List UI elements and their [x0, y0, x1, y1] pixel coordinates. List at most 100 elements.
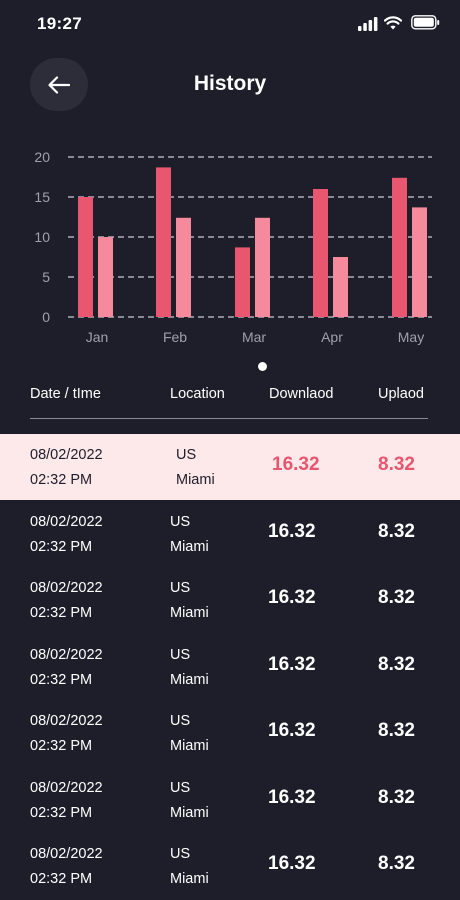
- row-datetime: 08/02/2022 02:32 PM: [30, 576, 103, 626]
- row-download: 16.32: [268, 853, 316, 874]
- y-tick-label: 5: [42, 269, 50, 285]
- row-location: US Miami: [170, 709, 209, 759]
- row-download: 16.32: [268, 587, 316, 608]
- x-tick-label: Mar: [242, 329, 266, 345]
- row-download: 16.32: [272, 454, 320, 475]
- row-time: 02:32 PM: [30, 871, 93, 887]
- row-datetime: 08/02/2022 02:32 PM: [30, 643, 103, 693]
- row-datetime: 08/02/2022 02:32 PM: [30, 842, 103, 892]
- table-row[interactable]: 08/02/2022 02:32 PM US Miami 16.32 8.32: [0, 434, 460, 500]
- table-row[interactable]: 08/02/2022 02:32 PM US Miami 16.32 8.32: [0, 833, 460, 899]
- row-city: Miami: [170, 605, 209, 621]
- row-country: US: [176, 447, 197, 463]
- row-location: US Miami: [176, 443, 215, 493]
- bar-series-1: [156, 167, 171, 317]
- row-upload: 8.32: [378, 454, 415, 475]
- row-location: US Miami: [170, 842, 209, 892]
- row-time: 02:32 PM: [30, 538, 93, 555]
- row-city: Miami: [176, 472, 215, 488]
- table-header: Date / tIme Location Downlaod Uplaod: [0, 386, 460, 406]
- status-time: 19:27: [37, 14, 82, 33]
- row-upload: 8.32: [378, 720, 415, 741]
- row-country: US: [170, 580, 191, 596]
- row-download: 16.32: [268, 720, 316, 741]
- table-row[interactable]: 08/02/2022 02:32 PM US Miami 16.32 8.32: [0, 767, 460, 833]
- x-tick-label: Feb: [163, 329, 187, 345]
- row-time: 02:32 PM: [30, 804, 93, 821]
- arrow-left-icon: [48, 75, 70, 94]
- row-city: Miami: [170, 804, 209, 821]
- y-tick-label: 15: [34, 189, 50, 205]
- row-upload: 8.32: [378, 587, 415, 608]
- row-country: US: [170, 846, 191, 862]
- row-country: US: [170, 713, 191, 729]
- table-row[interactable]: 08/02/2022 02:32 PM US Miami 16.32 8.32: [0, 501, 460, 567]
- row-city: Miami: [170, 538, 209, 555]
- table-row[interactable]: 08/02/2022 02:32 PM US Miami 16.32 8.32: [0, 634, 460, 700]
- battery-icon: [411, 15, 440, 30]
- row-location: US Miami: [170, 576, 209, 626]
- bar-series-2: [333, 257, 348, 317]
- row-location: US Miami: [170, 643, 209, 693]
- wifi-icon: [384, 16, 402, 30]
- row-city: Miami: [170, 871, 209, 887]
- header-download: Downlaod: [269, 386, 334, 402]
- row-upload: 8.32: [378, 853, 415, 874]
- row-datetime: 08/02/2022 02:32 PM: [30, 776, 103, 826]
- row-date: 08/02/2022: [30, 513, 103, 530]
- history-bar-chart: 0 5 10 15 20 Jan Feb Mar Apr May: [0, 140, 460, 355]
- row-download: 16.32: [268, 520, 316, 542]
- row-date: 08/02/2022: [30, 447, 103, 463]
- header: History: [0, 58, 460, 112]
- table-row[interactable]: 08/02/2022 02:32 PM US Miami 16.32 8.32: [0, 567, 460, 633]
- row-city: Miami: [170, 738, 209, 754]
- x-tick-label: Jan: [86, 329, 109, 345]
- row-location: US Miami: [170, 510, 209, 560]
- row-country: US: [170, 513, 191, 530]
- cellular-signal-icon: [358, 17, 378, 31]
- row-datetime: 08/02/2022 02:32 PM: [30, 443, 103, 493]
- status-bar: 19:27: [0, 0, 460, 50]
- row-time: 02:32 PM: [30, 605, 93, 621]
- row-datetime: 08/02/2022 02:32 PM: [30, 709, 103, 759]
- row-country: US: [170, 646, 191, 663]
- row-download: 16.32: [268, 653, 316, 675]
- x-tick-label: May: [398, 329, 424, 345]
- table-divider: [30, 418, 428, 419]
- page-title: History: [193, 72, 267, 95]
- row-upload: 8.32: [378, 653, 415, 675]
- row-date: 08/02/2022: [30, 846, 103, 862]
- row-city: Miami: [170, 671, 209, 688]
- y-tick-label: 10: [34, 229, 50, 245]
- table-row[interactable]: 08/02/2022 02:32 PM US Miami 16.32 8.32: [0, 700, 460, 766]
- bar-series-2: [98, 237, 113, 317]
- row-upload: 8.32: [378, 520, 415, 542]
- back-button[interactable]: [30, 58, 88, 111]
- row-date: 08/02/2022: [30, 580, 103, 596]
- pager-dot[interactable]: [258, 362, 267, 371]
- header-location: Location: [170, 386, 225, 402]
- header-datetime: Date / tIme: [30, 386, 101, 402]
- row-location: US Miami: [170, 776, 209, 826]
- row-datetime: 08/02/2022 02:32 PM: [30, 510, 103, 560]
- header-upload: Uplaod: [378, 386, 424, 402]
- row-date: 08/02/2022: [30, 713, 103, 729]
- bar-series-1: [313, 189, 328, 317]
- bar-series-2: [176, 217, 191, 317]
- row-download: 16.32: [268, 786, 316, 808]
- bar-series-2: [255, 217, 270, 317]
- row-time: 02:32 PM: [30, 472, 93, 488]
- bar-series-1: [392, 177, 407, 317]
- row-time: 02:32 PM: [30, 671, 93, 688]
- y-tick-label: 20: [34, 149, 50, 165]
- x-tick-label: Apr: [321, 329, 343, 345]
- bar-series-1: [78, 197, 93, 317]
- row-date: 08/02/2022: [30, 779, 103, 796]
- row-country: US: [170, 779, 191, 796]
- row-upload: 8.32: [378, 786, 415, 808]
- chart-svg: 0 5 10 15 20 Jan Feb Mar Apr May: [34, 149, 432, 345]
- row-time: 02:32 PM: [30, 738, 93, 754]
- bar-series-2: [412, 207, 427, 317]
- bar-series-1: [235, 247, 250, 317]
- y-tick-label: 0: [42, 309, 50, 325]
